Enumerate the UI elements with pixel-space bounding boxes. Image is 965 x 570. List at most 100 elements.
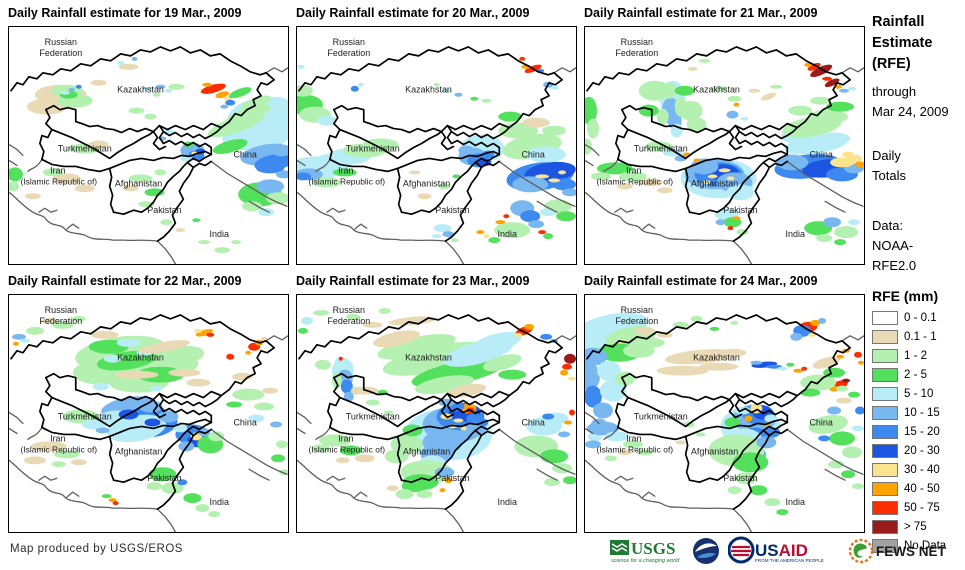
rain-cell	[30, 441, 67, 452]
legend-label: 0.1 - 1	[904, 330, 937, 343]
country-label: (Islamic Republic of)	[309, 176, 386, 186]
rain-cell	[678, 100, 703, 121]
panel-title-21mar: Daily Rainfall estimate for 21 Mar., 200…	[584, 6, 818, 20]
rain-cell	[807, 62, 821, 71]
fewsnet-logo: FEWS NET	[848, 537, 965, 565]
rain-cell	[848, 219, 861, 226]
rain-cell	[482, 354, 522, 372]
rain-cell	[560, 369, 569, 376]
rain-cell	[616, 183, 633, 190]
country-label: Pakistan	[147, 205, 181, 215]
rain-cell	[357, 82, 364, 87]
rain-cell	[586, 118, 599, 139]
rain-cell	[362, 138, 399, 151]
rain-cell	[585, 362, 600, 391]
rain-cell	[433, 82, 440, 87]
rain-cell	[590, 172, 611, 181]
rain-cell	[842, 378, 851, 383]
rain-cell	[788, 105, 813, 116]
rain-cell	[214, 247, 231, 254]
country-label: China	[521, 149, 544, 159]
rain-cell	[585, 96, 597, 125]
rain-cell	[70, 459, 87, 466]
rain-cell	[715, 219, 726, 226]
rain-cell	[848, 391, 861, 398]
rain-cell	[526, 146, 567, 163]
country-label: (Islamic Republic of)	[309, 444, 386, 454]
rain-cell	[538, 230, 547, 235]
panel-title-22mar: Daily Rainfall estimate for 22 Mar., 200…	[8, 274, 242, 288]
rain-cell	[618, 171, 647, 182]
rain-cell	[842, 446, 863, 459]
rain-cell	[770, 84, 783, 89]
through-line: through	[872, 84, 917, 99]
rain-cell	[434, 467, 455, 478]
rain-cell	[25, 326, 44, 335]
rain-cell	[551, 85, 560, 90]
legend-label: 0 - 0.1	[904, 311, 937, 324]
rain-cell	[548, 178, 561, 183]
rain-cell	[231, 240, 242, 245]
rain-cell	[75, 84, 82, 89]
rain-cell	[59, 90, 70, 95]
rain-cell	[160, 219, 173, 226]
rain-cell	[192, 218, 201, 223]
rfe-title-line: (RFE)	[872, 56, 911, 72]
country-label: Turkmenistan	[634, 143, 688, 153]
usgs-tagline: science for a changing world	[611, 558, 680, 564]
rain-cell	[388, 316, 437, 326]
rain-cell	[470, 96, 479, 101]
country-label: Turkmenistan	[346, 411, 400, 421]
sidebar: Rainfall Estimate (RFE) through Mar 24, …	[872, 0, 965, 570]
rain-cell	[476, 230, 485, 235]
period-line: Daily	[872, 148, 901, 163]
rain-cell	[858, 360, 864, 365]
rain-cell	[71, 315, 86, 322]
rain-cell	[90, 79, 107, 86]
legend-swatch	[872, 443, 898, 458]
rain-cell	[810, 319, 821, 326]
rain-cell	[793, 368, 804, 373]
legend-item: No Data	[872, 536, 965, 555]
rain-cell	[74, 184, 95, 193]
country-label: Kazakhstan	[693, 85, 740, 95]
rain-cell	[208, 511, 221, 518]
rain-cell	[812, 356, 840, 369]
rain-cell	[103, 354, 122, 363]
rain-cell	[270, 421, 283, 428]
rain-cell	[452, 174, 461, 179]
rain-cell	[543, 233, 554, 240]
rain-cell	[53, 450, 80, 459]
country-label: Turkmenistan	[346, 143, 400, 153]
legend-label: 1 - 2	[904, 349, 928, 362]
rain-cell	[730, 320, 739, 325]
rain-cell	[695, 432, 706, 437]
rain-cell	[586, 421, 619, 436]
rain-cell	[9, 181, 19, 192]
country-label: (Islamic Republic of)	[597, 444, 674, 454]
country-label: Iran	[338, 433, 353, 443]
rain-cell	[460, 426, 469, 431]
rainfall-raster	[585, 58, 864, 246]
period-line: Totals	[872, 168, 906, 183]
rain-cell	[542, 125, 567, 136]
legend-item: 30 - 40	[872, 460, 965, 479]
country-label: Iran	[50, 165, 65, 175]
rain-cell	[564, 420, 573, 425]
rain-cell	[777, 366, 788, 371]
rain-cell	[656, 187, 673, 194]
rfe-title-line: Rainfall	[872, 14, 925, 30]
rain-cell	[262, 387, 279, 394]
rain-cell	[128, 107, 145, 114]
country-label: Afghanistan	[115, 446, 162, 456]
rain-cell	[540, 208, 557, 217]
rain-cell	[12, 341, 19, 346]
rain-cell	[656, 108, 669, 125]
country-label: Kazakhstan	[405, 85, 452, 95]
rain-cell	[563, 476, 576, 485]
rain-cell	[442, 231, 455, 238]
